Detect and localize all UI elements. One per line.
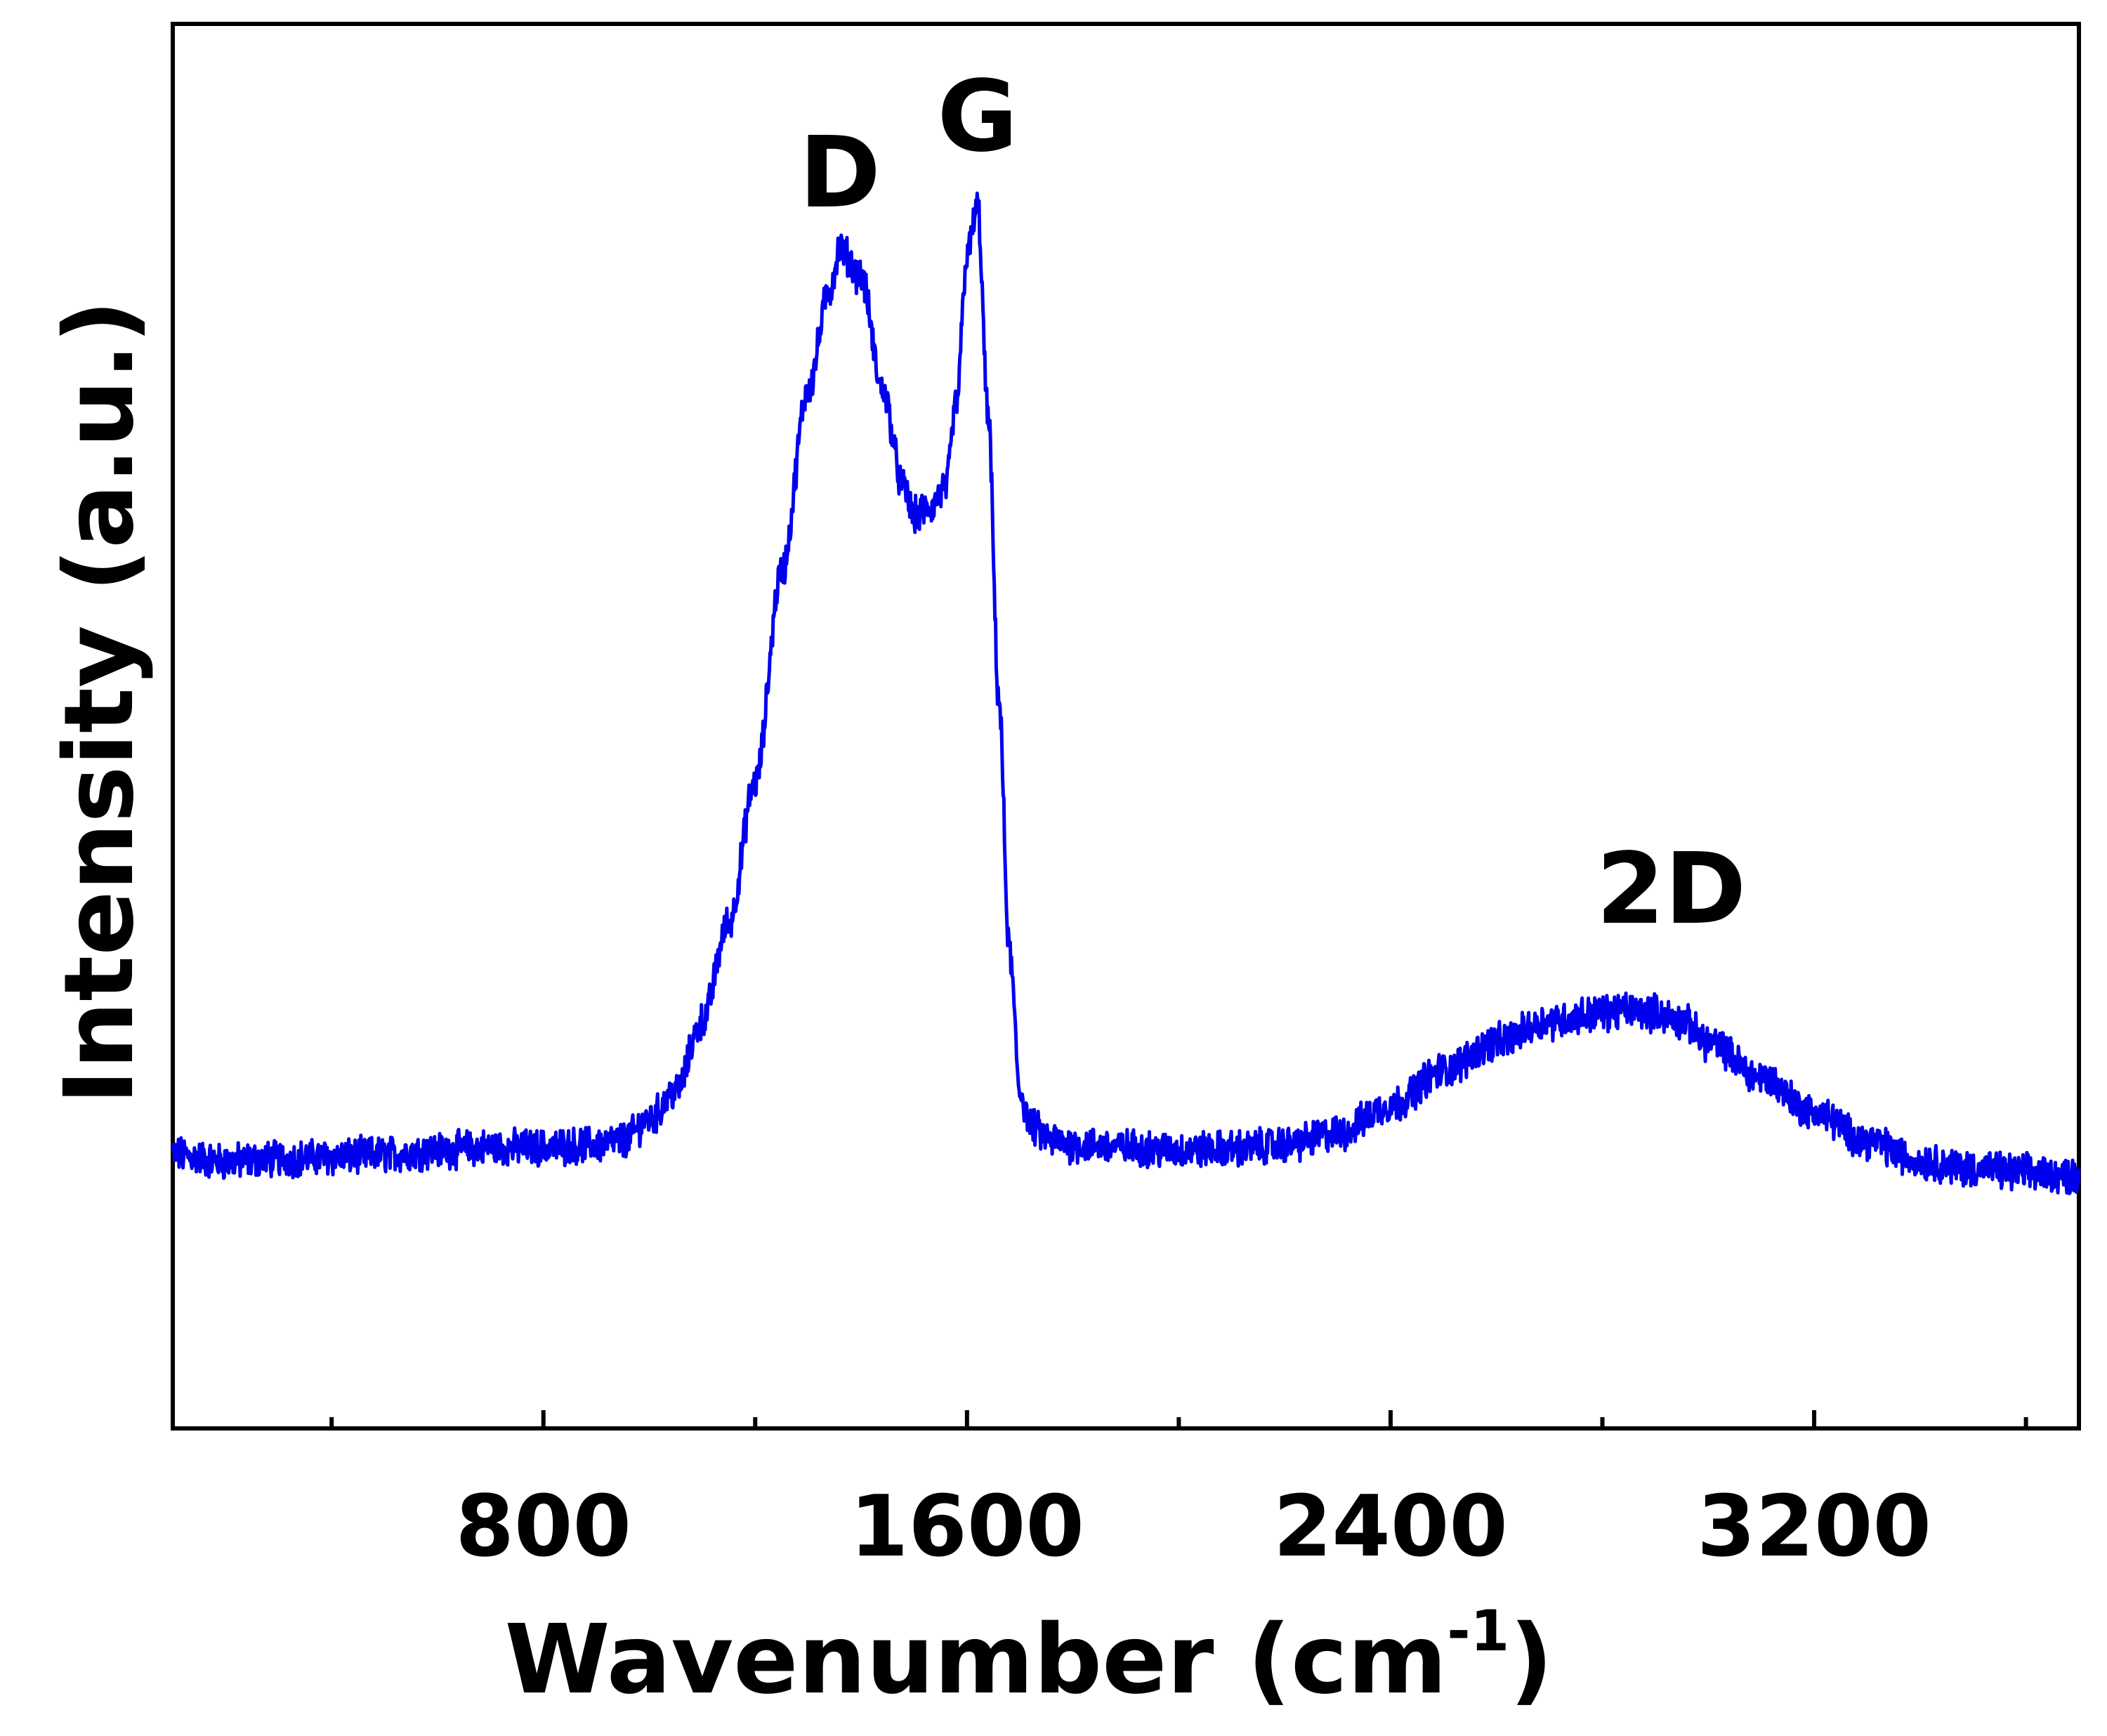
x-axis-title-close: ) <box>1509 1605 1553 1716</box>
x-axis-title-superscript: -1 <box>1447 1598 1509 1664</box>
x-axis-title-main: Wavenumber (cm <box>505 1605 1448 1716</box>
peak-label-2d: 2D <box>1596 832 1747 947</box>
x-tick-label: 3200 <box>1697 1478 1931 1576</box>
y-axis-title: Intensity (a.u.) <box>44 300 155 1105</box>
spectrum-line <box>171 191 2081 1195</box>
x-tick-label: 800 <box>455 1478 631 1576</box>
plot-frame <box>171 22 2081 1431</box>
peak-label-g: G <box>937 60 1018 174</box>
peak-labels: D G 2D <box>799 60 1747 947</box>
peak-label-d: D <box>799 116 881 230</box>
x-axis-tick-labels: 800 1600 2400 3200 <box>455 1478 1931 1576</box>
x-axis-title: Wavenumber (cm-1) <box>505 1598 1554 1716</box>
x-tick-label: 2400 <box>1273 1478 1508 1576</box>
x-tick-label: 1600 <box>850 1478 1084 1576</box>
x-axis-ticks <box>329 1410 2028 1428</box>
